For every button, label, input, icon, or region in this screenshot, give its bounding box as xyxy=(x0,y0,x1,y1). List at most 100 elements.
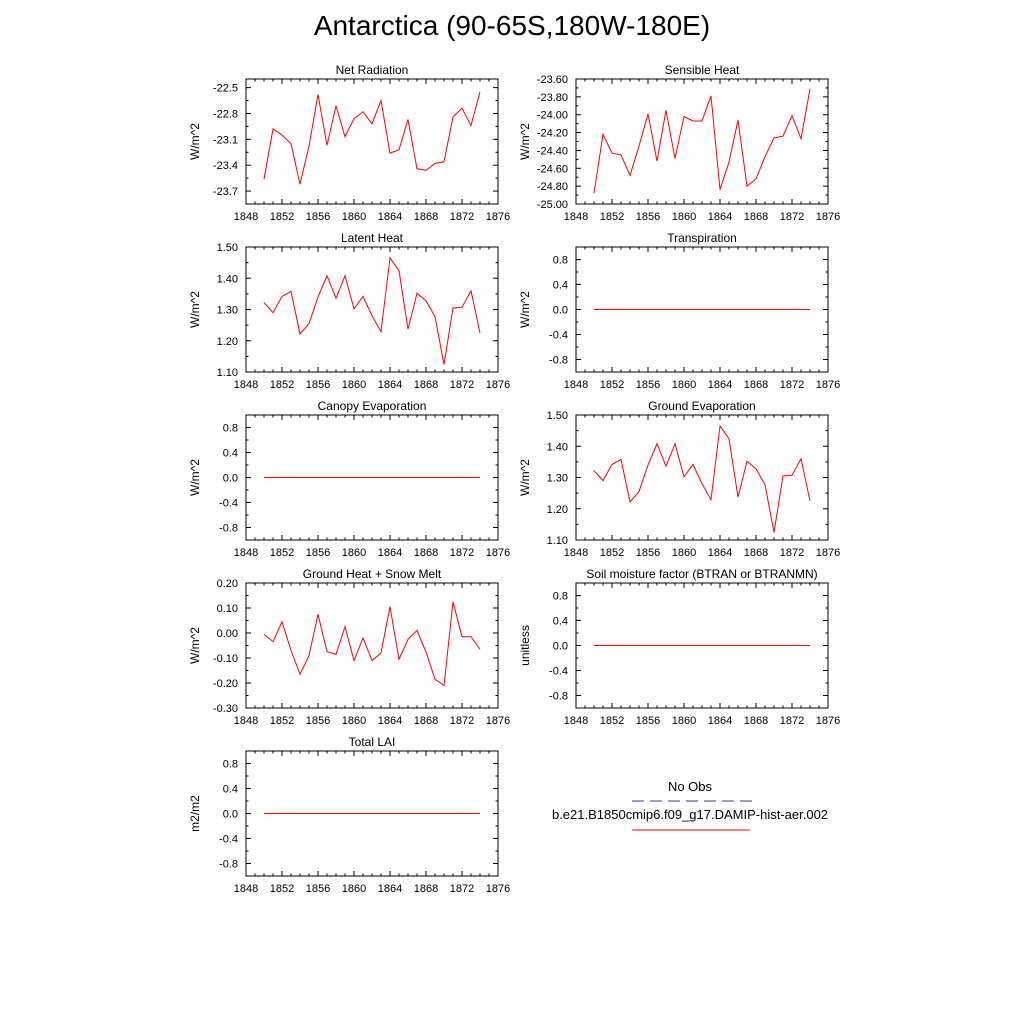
panel-title: Sensible Heat xyxy=(665,63,740,77)
x-tick-label: 1872 xyxy=(450,883,474,895)
y-tick-label: 1.50 xyxy=(217,242,238,254)
panel-title: Canopy Evaporation xyxy=(318,399,427,413)
y-tick-label: 1.20 xyxy=(217,336,238,348)
x-tick-label: 1872 xyxy=(780,715,804,727)
y-tick-label: -23.80 xyxy=(537,92,568,104)
y-tick-label: 0.8 xyxy=(553,255,568,267)
x-tick-label: 1852 xyxy=(600,715,624,727)
x-tick-label: 1876 xyxy=(486,715,510,727)
x-tick-label: 1848 xyxy=(564,379,588,391)
panel-title: Ground Evaporation xyxy=(648,399,755,413)
x-tick-label: 1852 xyxy=(600,211,624,223)
x-tick-label: 1860 xyxy=(342,379,366,391)
x-tick-label: 1856 xyxy=(306,211,330,223)
plot-frame xyxy=(245,582,499,709)
panel-1: Sensible Heat W/m^2 1848 1852 1856 1860 1864 18… xyxy=(518,63,840,223)
panel-0: Net Radiation W/m^2 1848 1852 1856 1860 1864 18… xyxy=(188,63,510,223)
x-tick-label: 1872 xyxy=(450,211,474,223)
panel-title: Soil moisture factor (BTRAN or BTRANMN) xyxy=(586,567,817,581)
y-tick-label: 0.10 xyxy=(217,603,238,615)
x-tick-label: 1848 xyxy=(564,715,588,727)
panel-title: Net Radiation xyxy=(336,63,409,77)
y-axis-label: W/m^2 xyxy=(188,123,202,160)
y-tick-label: 0.00 xyxy=(217,628,238,640)
y-tick-label: 1.40 xyxy=(217,273,238,285)
x-tick-label: 1868 xyxy=(414,211,438,223)
x-tick-label: 1852 xyxy=(600,547,624,559)
y-tick-label: 0.4 xyxy=(223,784,238,796)
x-tick-label: 1864 xyxy=(378,547,402,559)
x-tick-label: 1876 xyxy=(816,379,840,391)
panel-title: Ground Heat + Snow Melt xyxy=(303,567,442,581)
series-line xyxy=(593,88,811,194)
x-tick-label: 1864 xyxy=(378,715,402,727)
x-tick-label: 1848 xyxy=(234,883,258,895)
y-tick-label: 0.4 xyxy=(223,448,238,460)
y-axis-label: W/m^2 xyxy=(518,291,532,328)
plot-frame xyxy=(245,246,499,373)
y-tick-label: -0.30 xyxy=(213,703,238,715)
x-tick-label: 1876 xyxy=(486,379,510,391)
y-tick-label: 1.40 xyxy=(547,441,568,453)
x-tick-label: 1856 xyxy=(306,379,330,391)
y-axis-label: W/m^2 xyxy=(188,627,202,664)
y-axis-label: unitless xyxy=(518,625,532,666)
y-tick-label: 1.50 xyxy=(547,410,568,422)
y-tick-label: -23.60 xyxy=(537,74,568,86)
y-tick-label: 1.30 xyxy=(547,473,568,485)
x-tick-label: 1872 xyxy=(450,379,474,391)
panel-3: Transpiration W/m^2 1848 1852 1856 1860 1864 18… xyxy=(518,231,840,391)
panel-6: Ground Heat + Snow Melt W/m^2 1848 1852 1856… xyxy=(188,567,510,727)
x-tick-label: 1868 xyxy=(414,715,438,727)
x-tick-label: 1856 xyxy=(636,379,660,391)
y-tick-label: 1.10 xyxy=(217,367,238,379)
x-tick-label: 1856 xyxy=(306,715,330,727)
x-tick-label: 1856 xyxy=(306,883,330,895)
x-tick-label: 1860 xyxy=(342,715,366,727)
y-tick-label: -23.1 xyxy=(213,134,238,146)
x-tick-label: 1852 xyxy=(270,547,294,559)
y-tick-label: -0.20 xyxy=(213,678,238,690)
x-tick-label: 1852 xyxy=(270,379,294,391)
y-tick-label: -0.4 xyxy=(219,498,238,510)
y-tick-label: 0.0 xyxy=(553,305,568,317)
x-tick-label: 1848 xyxy=(234,211,258,223)
x-tick-label: 1868 xyxy=(414,883,438,895)
x-tick-label: 1860 xyxy=(342,211,366,223)
x-tick-label: 1868 xyxy=(744,715,768,727)
y-tick-label: 0.8 xyxy=(553,591,568,603)
x-tick-label: 1860 xyxy=(672,547,696,559)
y-tick-label: -0.8 xyxy=(549,355,568,367)
y-tick-label: 0.20 xyxy=(217,578,238,590)
panel-2: Latent Heat W/m^2 1848 1852 1856 1860 1864 1868… xyxy=(188,231,510,391)
y-tick-label: 1.30 xyxy=(217,305,238,317)
y-tick-label: 0.0 xyxy=(553,641,568,653)
panel-title: Latent Heat xyxy=(341,231,404,245)
x-tick-label: 1848 xyxy=(564,211,588,223)
y-tick-label: 0.0 xyxy=(223,473,238,485)
x-tick-label: 1872 xyxy=(450,547,474,559)
y-axis-label: m2/m2 xyxy=(188,795,202,832)
panel-4: Canopy Evaporation W/m^2 1848 1852 1856 1860 1… xyxy=(188,399,510,559)
x-tick-label: 1876 xyxy=(486,547,510,559)
x-tick-label: 1876 xyxy=(486,211,510,223)
x-tick-label: 1852 xyxy=(270,715,294,727)
series-line xyxy=(263,256,481,365)
y-tick-label: -24.20 xyxy=(537,128,568,140)
x-tick-label: 1860 xyxy=(672,715,696,727)
x-tick-label: 1868 xyxy=(744,211,768,223)
x-tick-label: 1864 xyxy=(378,883,402,895)
panel-5: Ground Evaporation W/m^2 1848 1852 1856 1860 1… xyxy=(518,399,840,559)
x-tick-label: 1856 xyxy=(636,715,660,727)
panel-title: Total LAI xyxy=(349,735,396,749)
y-tick-label: -25.00 xyxy=(537,199,568,211)
x-tick-label: 1868 xyxy=(414,547,438,559)
legend-run-label: b.e21.B1850cmip6.f09_g17.DAMIP-hist-aer.… xyxy=(551,807,829,822)
y-tick-label: -0.4 xyxy=(549,330,568,342)
y-axis-label: W/m^2 xyxy=(188,291,202,328)
x-tick-label: 1876 xyxy=(816,547,840,559)
x-tick-label: 1864 xyxy=(708,547,732,559)
x-tick-label: 1876 xyxy=(486,883,510,895)
